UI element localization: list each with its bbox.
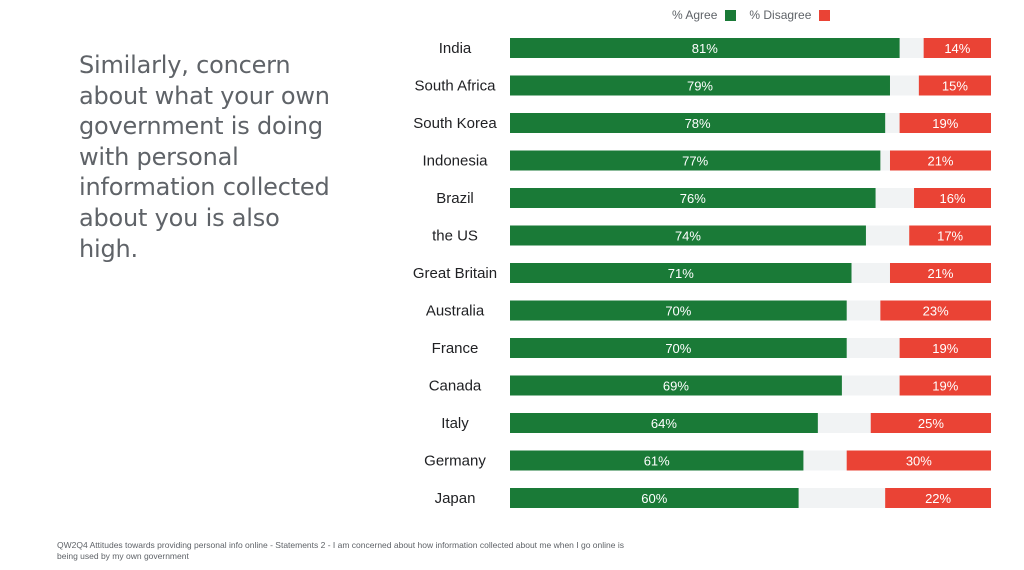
chart-legend: % Agree % Disagree (672, 7, 831, 23)
headline: Similarly, concern about what your own g… (79, 51, 330, 263)
data-label-disagree: 19% (932, 341, 958, 356)
bar-agree (510, 225, 866, 246)
bar-chart: India 81% 14% South Africa 79% 15% South Korea… (413, 38, 991, 508)
bar-agree (510, 338, 847, 358)
data-label-agree: 60% (641, 491, 667, 506)
legend-item-agree: % Agree (672, 8, 737, 22)
legend-label-agree: % Agree (672, 8, 718, 22)
data-label-disagree: 22% (925, 491, 951, 506)
category-label: Japan (435, 490, 476, 507)
data-label-agree: 77% (682, 154, 708, 169)
bar-disagree (899, 113, 991, 133)
category-label: Great Britain (413, 265, 497, 282)
category-label: Indonesia (422, 153, 488, 170)
bar-agree (510, 75, 890, 96)
category-label: France (432, 340, 479, 357)
data-label-agree: 74% (675, 229, 701, 244)
bar-agree (510, 300, 847, 321)
bar-disagree (885, 488, 991, 508)
bar-disagree (899, 375, 991, 396)
category-label: South Africa (415, 78, 497, 95)
bar-agree (510, 450, 804, 471)
data-label-disagree: 15% (942, 79, 968, 94)
bar-agree (510, 150, 881, 171)
data-label-agree: 71% (668, 266, 694, 281)
bar-agree (510, 413, 818, 433)
category-label: Brazil (436, 190, 474, 207)
data-label-agree: 79% (687, 79, 713, 94)
bar-disagree (923, 38, 991, 58)
data-label-disagree: 16% (940, 191, 966, 206)
data-label-disagree: 17% (937, 229, 963, 244)
bar-disagree (918, 75, 991, 96)
data-label-disagree: 14% (944, 41, 970, 56)
data-label-disagree: 25% (918, 416, 944, 431)
bar-disagree (914, 188, 991, 208)
category-label: South Korea (413, 115, 497, 132)
data-label-disagree: 23% (923, 304, 949, 319)
data-label-disagree: 21% (927, 154, 953, 169)
data-label-disagree: 30% (906, 454, 932, 469)
category-label: India (439, 40, 472, 57)
bar-disagree (846, 450, 991, 471)
data-label-agree: 78% (685, 116, 711, 131)
bar-disagree (889, 150, 991, 171)
category-label: Italy (441, 415, 469, 432)
bar-agree (510, 263, 852, 283)
bar-agree (510, 488, 799, 508)
data-label-agree: 81% (692, 41, 718, 56)
legend-item-disagree: % Disagree (749, 8, 831, 22)
legend-label-disagree: % Disagree (749, 8, 812, 22)
data-label-agree: 76% (680, 191, 706, 206)
bar-agree (510, 113, 886, 133)
data-label-agree: 64% (651, 416, 677, 431)
bar-agree (510, 38, 900, 58)
data-label-disagree: 19% (932, 116, 958, 131)
category-label: Australia (426, 303, 485, 320)
category-label: the US (432, 228, 478, 245)
data-label-disagree: 21% (927, 266, 953, 281)
category-label: Germany (424, 453, 486, 470)
data-label-agree: 69% (663, 379, 689, 394)
bar-agree (510, 188, 876, 208)
bar-disagree (899, 338, 991, 358)
data-label-agree: 70% (665, 341, 691, 356)
data-label-agree: 61% (644, 454, 670, 469)
bar-disagree (889, 263, 991, 283)
bar-disagree (909, 225, 991, 246)
legend-swatch-disagree (819, 9, 831, 21)
bar-disagree (870, 413, 991, 433)
data-label-agree: 70% (665, 304, 691, 319)
category-label: Canada (429, 378, 482, 395)
bar-disagree (880, 300, 991, 321)
footnote: QW2Q4 Attitudes towards providing person… (57, 540, 624, 561)
bar-agree (510, 375, 842, 396)
legend-swatch-agree (725, 9, 737, 21)
data-label-disagree: 19% (932, 379, 958, 394)
